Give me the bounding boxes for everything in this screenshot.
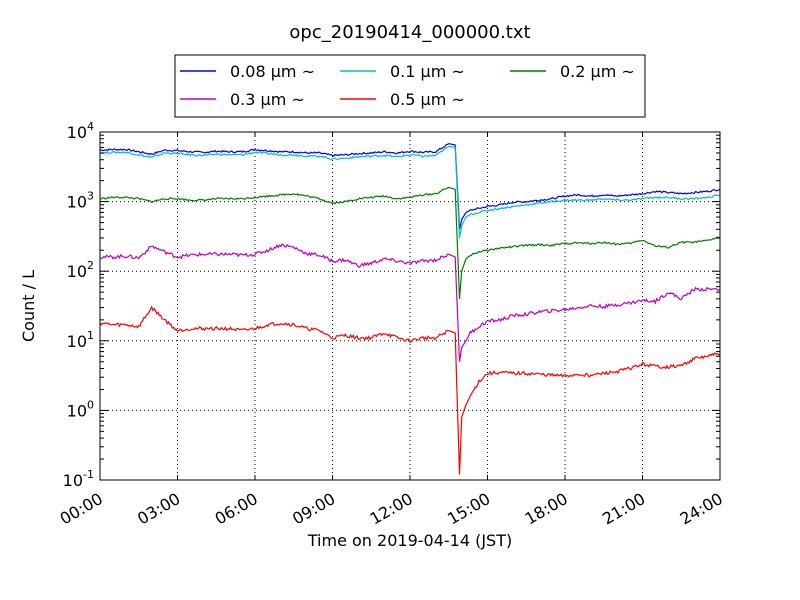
y-tick-base: 10 bbox=[63, 471, 83, 490]
legend: 0.08 μm ~ 0.1 μm ~ 0.2 μm ~ 0.3 μm ~ 0.5 μm … bbox=[174, 54, 646, 118]
axis-ticks bbox=[99, 131, 721, 481]
y-tick-label: 103 bbox=[67, 190, 94, 212]
x-tick-label: 15:00 bbox=[444, 489, 493, 529]
y-tick-exponent: 1 bbox=[87, 329, 94, 342]
y-tick-exponent: 3 bbox=[87, 190, 94, 203]
y-tick-base: 10 bbox=[67, 123, 87, 142]
series-line-2 bbox=[100, 186, 720, 299]
x-tick-labels: 00:00 03:00 06:00 09:00 12:00 15:00 18:00 21:00… bbox=[57, 489, 726, 529]
series-line-3 bbox=[100, 243, 720, 362]
x-tick-label: 00:00 bbox=[57, 489, 106, 529]
y-axis-label: Count / L bbox=[19, 270, 38, 342]
y-tick-exponent: -1 bbox=[83, 468, 94, 481]
x-tick-label: 18:00 bbox=[522, 489, 571, 529]
series-line-4 bbox=[100, 305, 720, 475]
y-tick-base: 10 bbox=[67, 193, 87, 212]
y-tick-exponent: 0 bbox=[87, 398, 94, 411]
y-tick-base: 10 bbox=[67, 332, 87, 351]
x-tick-label: 03:00 bbox=[134, 489, 183, 529]
x-axis-label: Time on 2019-04-14 (JST) bbox=[307, 531, 512, 550]
y-tick-exponent: 4 bbox=[87, 120, 94, 133]
x-tick-label: 21:00 bbox=[599, 489, 648, 529]
y-tick-label: 10-1 bbox=[63, 468, 94, 490]
y-tick-label: 101 bbox=[67, 329, 94, 351]
legend-label: 0.5 μm ~ bbox=[390, 90, 465, 109]
legend-label: 0.3 μm ~ bbox=[230, 90, 305, 109]
y-tick-label: 104 bbox=[67, 120, 94, 142]
x-tick-label: 12:00 bbox=[367, 489, 416, 529]
x-tick-label: 24:00 bbox=[677, 489, 726, 529]
legend-label: 0.08 μm ~ bbox=[230, 62, 315, 81]
series-line-0 bbox=[100, 143, 720, 230]
legend-label: 0.1 μm ~ bbox=[390, 62, 465, 81]
y-tick-base: 10 bbox=[67, 262, 87, 281]
y-tick-label: 100 bbox=[67, 398, 94, 420]
y-tick-base: 10 bbox=[67, 401, 87, 420]
y-tick-label: 102 bbox=[67, 259, 94, 281]
series-lines bbox=[100, 143, 720, 475]
x-tick-label: 06:00 bbox=[212, 489, 261, 529]
y-tick-exponent: 2 bbox=[87, 259, 94, 272]
x-tick-label: 09:00 bbox=[289, 489, 338, 529]
grid bbox=[100, 132, 720, 480]
series-line-1 bbox=[100, 145, 720, 239]
legend-box bbox=[174, 54, 646, 118]
legend-label: 0.2 μm ~ bbox=[560, 62, 635, 81]
chart-title: opc_20190414_000000.txt bbox=[289, 22, 530, 43]
